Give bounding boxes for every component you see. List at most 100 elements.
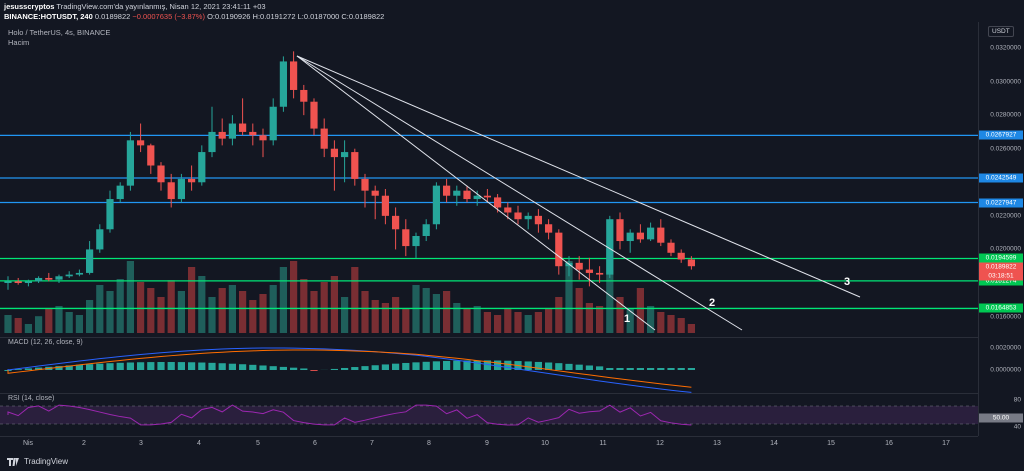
level-price-label: 0.0242549 <box>979 173 1023 183</box>
rsi-tick: 80 <box>1013 396 1021 404</box>
high-value: H:0.0191272 <box>252 12 296 21</box>
currency-badge[interactable]: USDT <box>988 26 1014 37</box>
volume-bar <box>259 294 267 333</box>
macd-histogram-bar <box>402 362 410 370</box>
candle-body <box>259 135 267 141</box>
volume-bar <box>45 309 53 333</box>
pane-divider[interactable] <box>0 337 978 338</box>
price-tick: 0.0160000 <box>990 313 1021 321</box>
volume-bar <box>504 309 512 333</box>
macd-histogram-bar <box>269 366 277 370</box>
volume-bar <box>636 288 644 333</box>
volume-bar <box>575 288 583 333</box>
volume-bar <box>402 309 410 333</box>
candle-body <box>422 224 430 236</box>
volume-bar <box>137 282 145 333</box>
macd-histogram-bar <box>381 364 389 370</box>
volume-bar <box>545 309 553 333</box>
time-tick: 16 <box>885 440 893 447</box>
candle-body <box>555 232 563 267</box>
macd-histogram-bar <box>126 362 134 370</box>
candle-body <box>432 185 440 225</box>
volume-bar <box>555 297 563 333</box>
macd-histogram-bar <box>575 364 583 370</box>
candle-body <box>494 197 502 208</box>
macd-histogram-bar <box>361 366 369 370</box>
time-tick: 14 <box>770 440 778 447</box>
macd-histogram-bar <box>177 362 185 370</box>
macd-histogram-bar <box>596 366 604 370</box>
volume-bar <box>4 315 12 333</box>
macd-histogram-bar <box>545 362 553 370</box>
price-axis[interactable]: 0.0320000 0.0300000 0.0280000 0.0260000 0.02… <box>978 22 1024 436</box>
macd-label[interactable]: MACD (12, 26, close, 9) <box>8 339 83 346</box>
macd-histogram-bar <box>626 368 634 370</box>
time-tick: 2 <box>82 440 86 447</box>
candle-body <box>96 229 104 250</box>
volume-bar <box>126 261 134 333</box>
level-price-label: 0.0164853 <box>979 303 1023 313</box>
time-tick: 12 <box>656 440 664 447</box>
candle-body <box>208 131 216 153</box>
time-tick: 9 <box>485 440 489 447</box>
candle-body <box>504 207 512 213</box>
candle-body <box>137 140 145 146</box>
volume-bar <box>239 291 247 333</box>
volume-bar <box>494 315 502 333</box>
macd-histogram-bar <box>218 363 226 370</box>
candle-body <box>402 229 410 247</box>
macd-histogram-bar <box>463 360 471 370</box>
volume-bar <box>86 300 94 333</box>
macd-histogram-bar <box>657 368 665 370</box>
volume-bar <box>432 294 440 333</box>
candle-body <box>647 227 655 240</box>
candle-body <box>177 178 185 200</box>
time-tick: 15 <box>827 440 835 447</box>
brand-name[interactable]: TradingView <box>24 457 69 466</box>
time-axis[interactable]: Nis 2 3 4 5 6 7 8 9 10 11 12 13 14 15 16 17 <box>0 436 978 451</box>
candle-body <box>228 123 236 139</box>
volume-bar <box>453 303 461 333</box>
author-name[interactable]: jesusscryptos <box>4 2 55 11</box>
macd-histogram-bar <box>443 360 451 370</box>
rsi-label[interactable]: RSI (14, close) <box>8 395 55 402</box>
volume-bar <box>14 318 22 333</box>
macd-histogram-bar <box>432 361 440 370</box>
volume-label[interactable]: Hacim <box>8 38 30 47</box>
volume-bar <box>177 291 185 333</box>
macd-histogram-bar <box>412 362 420 370</box>
pane-divider[interactable] <box>0 393 978 394</box>
macd-histogram-bar <box>188 362 196 370</box>
countdown-label: 03:18:51 <box>979 271 1023 281</box>
candle-body <box>361 178 369 191</box>
macd-histogram-bar <box>494 360 502 370</box>
macd-histogram-bar <box>24 368 32 370</box>
volume-bar <box>290 261 298 333</box>
time-tick: 8 <box>427 440 431 447</box>
trend-line <box>296 55 743 331</box>
series-title[interactable]: Holo / TetherUS, 4s, BINANCE <box>8 28 111 37</box>
macd-histogram-bar <box>667 368 675 370</box>
volume-bar <box>208 297 216 333</box>
candle-body <box>157 165 165 183</box>
macd-histogram-bar <box>198 362 206 370</box>
macd-histogram-bar <box>483 360 491 370</box>
macd-histogram-bar <box>647 368 655 370</box>
volume-bar <box>157 297 165 333</box>
macd-histogram-bar <box>341 367 349 370</box>
volume-bar <box>483 312 491 333</box>
volume-bar <box>361 291 369 333</box>
macd-histogram-bar <box>687 368 695 370</box>
volume-bar <box>473 306 481 333</box>
annotation-3: 3 <box>844 276 851 288</box>
volume-bar <box>24 324 32 333</box>
candle-body <box>473 195 481 200</box>
time-tick: 17 <box>942 440 950 447</box>
candle-body <box>626 232 634 242</box>
volume-bar <box>596 306 604 333</box>
volume-bar <box>65 312 73 333</box>
footer: TradingView <box>0 452 1024 471</box>
candle-body <box>167 182 175 200</box>
macd-histogram-bar <box>351 367 359 370</box>
